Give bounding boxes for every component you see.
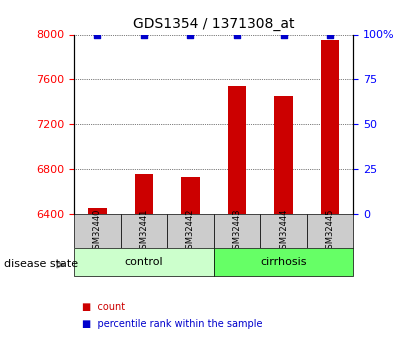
Bar: [274, 96, 293, 214]
FancyBboxPatch shape: [260, 214, 307, 248]
Text: GSM32443: GSM32443: [233, 208, 242, 254]
Text: GSM32442: GSM32442: [186, 208, 195, 254]
Point: [327, 32, 333, 37]
FancyBboxPatch shape: [214, 248, 353, 276]
Point: [94, 32, 101, 37]
Text: ■  count: ■ count: [82, 302, 125, 312]
Text: ■  percentile rank within the sample: ■ percentile rank within the sample: [82, 319, 263, 329]
Text: control: control: [125, 257, 163, 267]
Bar: [134, 174, 153, 214]
Bar: [181, 177, 200, 214]
Bar: [228, 86, 246, 214]
Point: [234, 32, 240, 37]
Text: GSM32444: GSM32444: [279, 208, 288, 254]
Text: cirrhosis: cirrhosis: [260, 257, 307, 267]
Text: GSM32440: GSM32440: [93, 208, 102, 254]
FancyBboxPatch shape: [120, 214, 167, 248]
Point: [280, 32, 287, 37]
Text: disease state: disease state: [4, 259, 78, 269]
FancyBboxPatch shape: [307, 214, 353, 248]
Bar: [88, 208, 106, 214]
Text: GSM32441: GSM32441: [139, 208, 148, 254]
FancyBboxPatch shape: [167, 214, 214, 248]
Bar: [321, 40, 339, 214]
FancyBboxPatch shape: [74, 214, 120, 248]
Text: GSM32445: GSM32445: [326, 208, 335, 254]
Point: [141, 32, 147, 37]
Title: GDS1354 / 1371308_at: GDS1354 / 1371308_at: [133, 17, 294, 31]
FancyBboxPatch shape: [214, 214, 260, 248]
Point: [187, 32, 194, 37]
FancyBboxPatch shape: [74, 248, 214, 276]
